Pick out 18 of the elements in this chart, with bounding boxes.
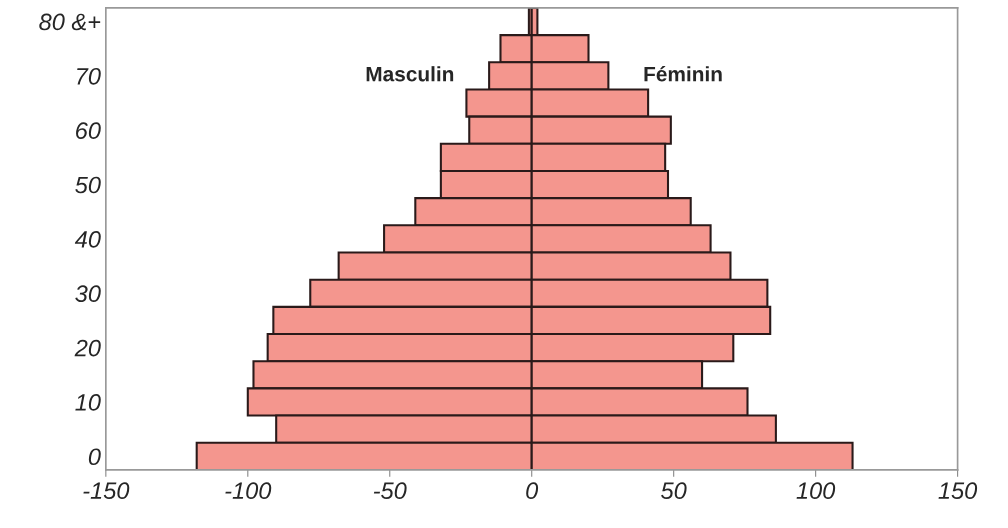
x-tick-label: -150	[83, 482, 130, 500]
x-tick-label: 0	[526, 482, 539, 500]
y-tick-label: 60	[76, 122, 101, 139]
y-tick-label: 50	[75, 176, 101, 194]
x-tick-label: 100	[796, 482, 836, 500]
x-tick-label: 50	[661, 482, 687, 500]
x-tick-label: 150	[938, 482, 978, 500]
y-tick-label: 70	[77, 67, 101, 85]
y-tick-label: 10	[75, 394, 101, 411]
y-tick-label: 20	[74, 339, 101, 357]
x-tick-label: -50	[373, 482, 407, 500]
y-tick-label: 0	[88, 448, 101, 466]
y-tick-label: 40	[74, 230, 101, 248]
series-label: Féminin	[644, 65, 722, 82]
x-tick-label: -100	[225, 482, 272, 500]
y-tick-label: 30	[75, 285, 101, 303]
y-tick-label: 80 &+	[39, 13, 101, 31]
series-label: Masculin	[366, 66, 454, 82]
